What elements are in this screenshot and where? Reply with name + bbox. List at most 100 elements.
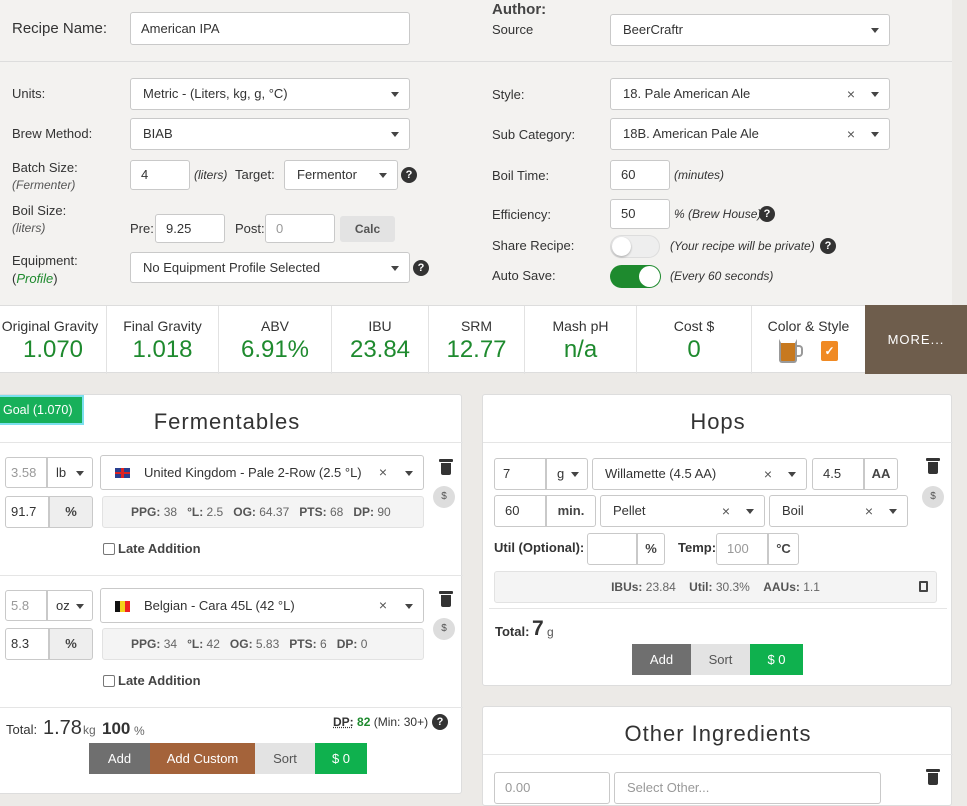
unit-value: oz bbox=[56, 598, 70, 613]
add-fermentable-button[interactable]: Add bbox=[89, 743, 150, 774]
copy-icon[interactable] bbox=[919, 581, 928, 592]
cost-button[interactable]: $ 0 bbox=[750, 644, 803, 675]
fermentable-percent-input[interactable]: 8.3 bbox=[5, 628, 49, 660]
fermentable-select[interactable]: United Kingdom - Pale 2-Row (2.5 °L) × bbox=[100, 455, 424, 490]
trash-icon[interactable] bbox=[439, 591, 453, 607]
hop-name: Willamette (4.5 AA) bbox=[605, 466, 717, 481]
clear-icon[interactable]: × bbox=[763, 466, 772, 482]
ppg-value: 34 bbox=[163, 637, 178, 651]
late-addition-checkbox[interactable] bbox=[103, 543, 115, 555]
hop-variety-select[interactable]: Willamette (4.5 AA) × bbox=[592, 458, 807, 490]
dp-value: 0 bbox=[360, 637, 368, 651]
aa-addon: AA bbox=[864, 458, 898, 490]
clear-icon[interactable]: × bbox=[378, 597, 387, 613]
stat-mash-ph: Mash pH n/a bbox=[525, 306, 637, 374]
temp-input[interactable]: 100 bbox=[716, 533, 768, 565]
efficiency-input[interactable]: 50 bbox=[610, 199, 670, 229]
help-icon[interactable]: ? bbox=[759, 206, 775, 222]
other-amount-input[interactable]: 0.00 bbox=[494, 772, 610, 804]
chevron-down-icon bbox=[746, 509, 754, 514]
help-icon[interactable]: ? bbox=[401, 167, 417, 183]
fermentable-amount-input[interactable]: 5.8 bbox=[5, 590, 47, 621]
trash-icon[interactable] bbox=[926, 769, 940, 785]
pts-value: 6 bbox=[319, 637, 327, 651]
subcategory-label: Sub Category: bbox=[492, 127, 576, 142]
brew-method-select[interactable]: BIAB bbox=[130, 118, 410, 150]
chevron-down-icon bbox=[76, 471, 84, 476]
hop-amount-input[interactable]: 7 bbox=[494, 458, 546, 490]
clear-icon[interactable]: × bbox=[846, 126, 855, 142]
source-select[interactable]: BeerCraftr bbox=[610, 14, 890, 46]
units-select[interactable]: Metric - (Liters, kg, g, °C) bbox=[130, 78, 410, 110]
chevron-down-icon bbox=[405, 604, 413, 609]
fermentable-name: Belgian - Cara 45L (42 °L) bbox=[144, 598, 295, 613]
fermentable-unit-select[interactable]: lb bbox=[47, 457, 93, 488]
goal-badge[interactable]: Goal (1.070) bbox=[0, 395, 84, 425]
equipment-profile-link[interactable]: Profile bbox=[16, 271, 54, 286]
chevron-down-icon bbox=[871, 28, 879, 33]
fermentable-percent-input[interactable]: 91.7 bbox=[5, 496, 49, 528]
add-hop-button[interactable]: Add bbox=[632, 644, 691, 675]
fermentable-unit-select[interactable]: oz bbox=[47, 590, 93, 621]
style-select[interactable]: 18. Pale American Ale × bbox=[610, 78, 890, 110]
other-ingredient-select[interactable]: Select Other... bbox=[614, 772, 881, 804]
help-icon[interactable]: ? bbox=[820, 238, 836, 254]
equipment-select[interactable]: No Equipment Profile Selected bbox=[130, 252, 410, 283]
hop-use-select[interactable]: Boil × bbox=[769, 495, 908, 527]
fermentable-select[interactable]: Belgian - Cara 45L (42 °L) × bbox=[100, 588, 424, 623]
recipe-name-input[interactable]: American IPA bbox=[130, 12, 410, 45]
boil-post-input[interactable]: 0 bbox=[265, 214, 335, 243]
batch-size-sublabel: (Fermenter) bbox=[12, 178, 76, 192]
calc-button[interactable]: Calc bbox=[340, 216, 395, 242]
target-value: Fermentor bbox=[297, 167, 357, 182]
cost-icon[interactable]: $ bbox=[433, 486, 455, 508]
clipboard-check-icon[interactable]: ✓ bbox=[821, 341, 838, 361]
divider bbox=[0, 707, 463, 708]
clear-icon[interactable]: × bbox=[864, 503, 873, 519]
util-input[interactable] bbox=[587, 533, 637, 565]
cost-button[interactable]: $ 0 bbox=[315, 743, 367, 774]
share-recipe-toggle[interactable] bbox=[610, 235, 660, 258]
lovibond-value: 2.5 bbox=[206, 505, 224, 519]
trash-icon[interactable] bbox=[926, 458, 940, 474]
cost-icon[interactable]: $ bbox=[922, 486, 944, 508]
hop-unit-select[interactable]: g bbox=[546, 458, 588, 490]
chevron-down-icon bbox=[871, 92, 879, 97]
sort-button[interactable]: Sort bbox=[255, 743, 315, 774]
subcategory-value: 18B. American Pale Ale bbox=[623, 126, 759, 141]
trash-icon[interactable] bbox=[439, 459, 453, 475]
fermentables-title: Fermentables bbox=[153, 409, 301, 434]
auto-save-toggle[interactable] bbox=[610, 265, 661, 288]
cost-icon[interactable]: $ bbox=[433, 618, 455, 640]
add-custom-button[interactable]: Add Custom bbox=[150, 743, 255, 774]
chevron-down-icon bbox=[788, 472, 796, 477]
stat-value: 23.84 bbox=[349, 336, 411, 363]
chevron-down-icon bbox=[391, 132, 399, 137]
stat-title: Original Gravity bbox=[1, 318, 99, 334]
chevron-down-icon bbox=[871, 132, 879, 137]
divider bbox=[0, 61, 952, 62]
boil-pre-input[interactable]: 9.25 bbox=[155, 214, 225, 243]
mug-handle bbox=[797, 345, 803, 357]
subcategory-select[interactable]: 18B. American Pale Ale × bbox=[610, 118, 890, 150]
batch-size-input[interactable]: 4 bbox=[130, 160, 190, 190]
more-button[interactable]: MORE... bbox=[865, 305, 967, 374]
clear-icon[interactable]: × bbox=[721, 503, 730, 519]
clear-icon[interactable]: × bbox=[378, 464, 387, 480]
clear-icon[interactable]: × bbox=[846, 86, 855, 102]
late-addition-checkbox[interactable] bbox=[103, 675, 115, 687]
help-icon[interactable]: ? bbox=[432, 714, 448, 730]
fermentable-amount-input[interactable]: 3.58 bbox=[5, 457, 47, 488]
share-note: (Your recipe will be private) bbox=[670, 239, 815, 253]
units-label: Units: bbox=[12, 86, 46, 101]
uk-flag-icon bbox=[115, 468, 130, 478]
toggle-knob bbox=[639, 266, 660, 287]
target-select[interactable]: Fermentor bbox=[284, 160, 398, 190]
beer-mug-icon bbox=[779, 339, 797, 363]
sort-button[interactable]: Sort bbox=[691, 644, 750, 675]
hop-form-select[interactable]: Pellet × bbox=[600, 495, 765, 527]
help-icon[interactable]: ? bbox=[413, 260, 429, 276]
hop-aa-input[interactable]: 4.5 bbox=[812, 458, 864, 490]
hop-time-input[interactable]: 60 bbox=[494, 495, 546, 527]
boil-time-input[interactable]: 60 bbox=[610, 160, 670, 190]
